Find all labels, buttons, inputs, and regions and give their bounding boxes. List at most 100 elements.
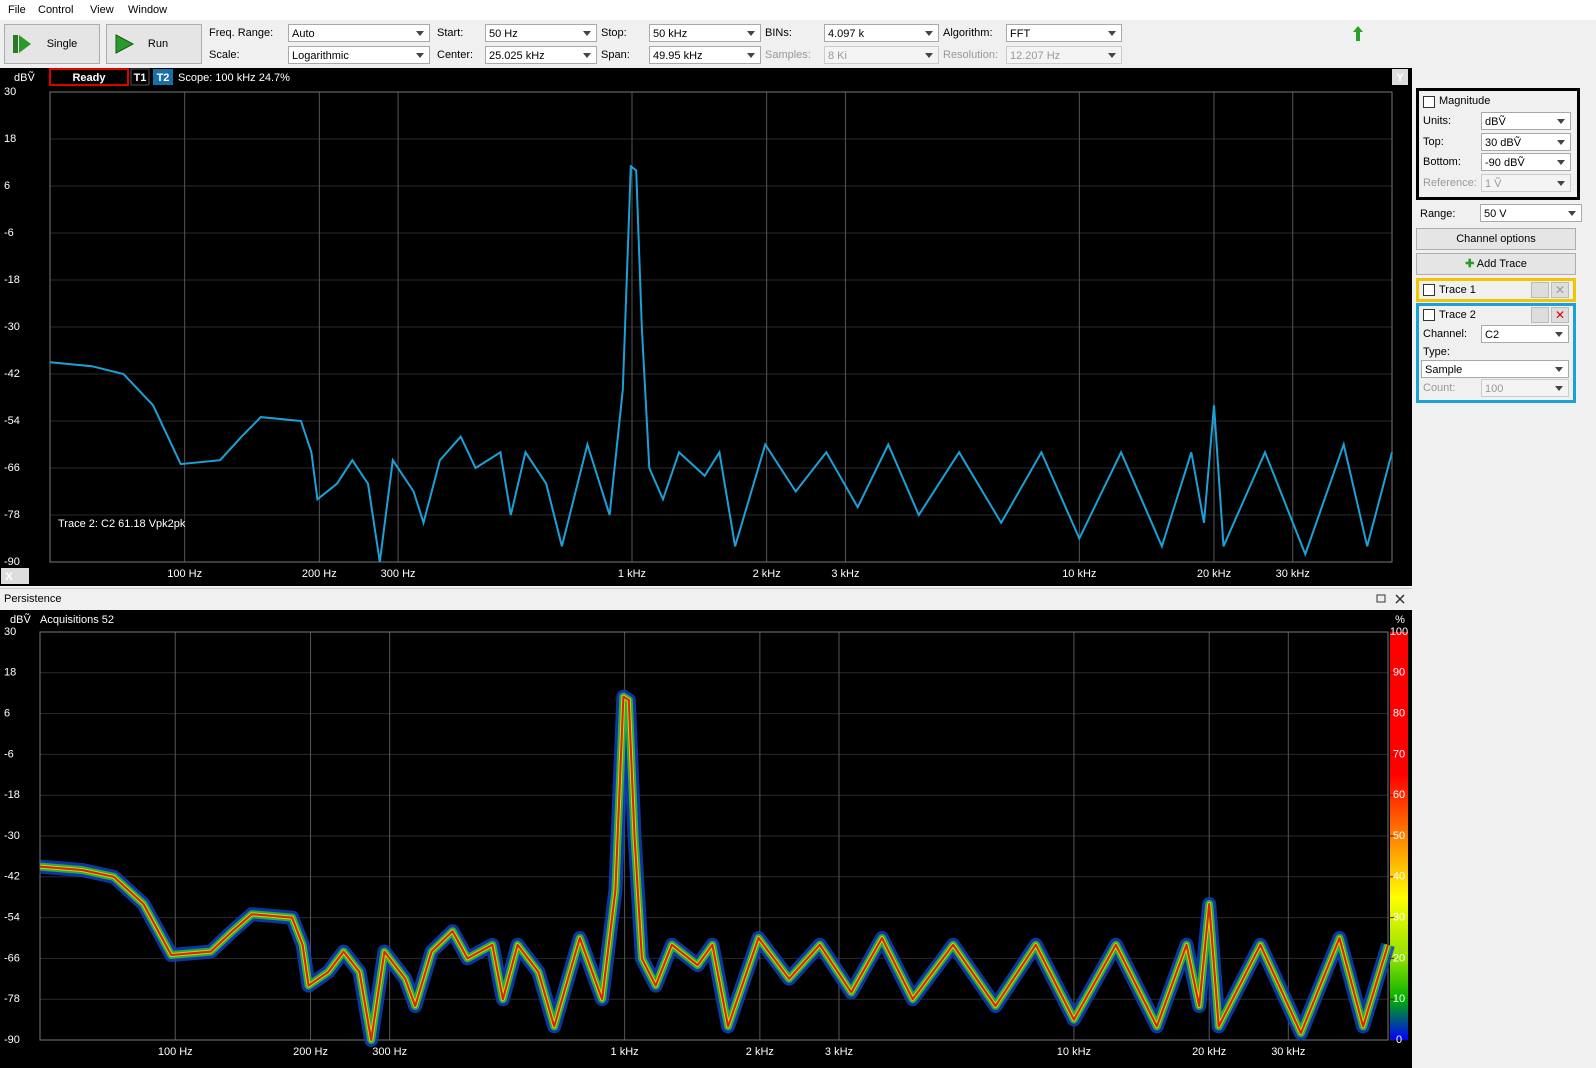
menu-item[interactable]: File [8, 4, 26, 16]
x-tick-label: 3 kHz [825, 1046, 853, 1058]
y-tick-label: -18 [4, 789, 20, 801]
y-tick-label: 30 [4, 86, 16, 98]
field-dropdown[interactable]: 4.097 k [824, 24, 939, 42]
count-dropdown[interactable]: 100 [1481, 379, 1569, 397]
trace2-checkbox[interactable] [1423, 309, 1435, 321]
persistence-panel: dBṼ Acquisitions 52 %100908070605040302010… [0, 610, 1412, 1068]
trace1-label: Trace 1 [1439, 284, 1476, 296]
single-icon [13, 35, 31, 53]
trace1-remove[interactable]: ✕ [1551, 282, 1569, 298]
run-button[interactable]: Run [106, 24, 202, 64]
colorbar [1390, 632, 1408, 1040]
channel-options-button[interactable]: Channel options [1416, 228, 1576, 250]
persistence-title: Persistence [4, 593, 62, 605]
t1-box [130, 68, 150, 86]
y-tick-label: -90 [4, 1034, 20, 1046]
single-label: Single [46, 38, 78, 50]
y-tick-label: -30 [4, 321, 20, 333]
field-dropdown[interactable]: Auto [288, 24, 430, 42]
y-tick-label: 6 [4, 180, 10, 192]
trace1-settings[interactable] [1531, 282, 1549, 298]
x-tick-label: 30 kHz [1276, 568, 1310, 580]
field-dropdown[interactable]: 25.025 kHz [485, 46, 597, 64]
trace2-remove[interactable]: ✕ [1551, 307, 1569, 323]
field-label: BINs: [765, 27, 792, 39]
colorbar-tick-label: 90 [1393, 667, 1405, 679]
status-box [49, 68, 129, 86]
trace2-label: Trace 2 [1439, 309, 1476, 321]
y-tick-label: -66 [4, 952, 20, 964]
colorbar-tick-label: 100 [1390, 626, 1408, 638]
t1-text: T1 [134, 72, 147, 84]
count-label: Count: [1423, 382, 1456, 394]
x-tick-label: 10 kHz [1062, 568, 1096, 580]
channel-options-label: Channel options [1456, 233, 1536, 245]
trace2-settings[interactable] [1531, 307, 1549, 323]
x-tick-label: 20 kHz [1197, 568, 1231, 580]
menu-item[interactable]: View [90, 4, 114, 16]
y-axis-unit: dBṼ [10, 613, 31, 626]
y-tick-label: -30 [4, 830, 20, 842]
field-dropdown[interactable]: 50 Hz [485, 24, 597, 42]
x-tick-label: 100 Hz [158, 1046, 193, 1058]
plot-frame [49, 91, 1393, 563]
run-icon [115, 34, 135, 54]
colorbar-tick-label: 10 [1393, 993, 1405, 1005]
colorbar-tick-label: 50 [1393, 830, 1405, 842]
x-tick-label: 2 kHz [746, 1046, 774, 1058]
x-button [1, 568, 29, 584]
menu-item[interactable]: Window [128, 4, 168, 16]
field-label: Start: [437, 27, 464, 39]
x-tick-label: 1 kHz [611, 1046, 639, 1058]
persistence-trace [39, 695, 1389, 1041]
y-tick-label: -78 [4, 509, 20, 521]
colorbar-tick-label: 70 [1393, 748, 1405, 760]
field-dropdown[interactable]: 49.95 kHz [649, 46, 761, 64]
field-dropdown[interactable]: FFT [1006, 24, 1122, 42]
type-dropdown[interactable]: Sample [1421, 360, 1569, 378]
add-trace-button[interactable]: ✚ Add Trace [1416, 253, 1576, 275]
plot-frame [39, 631, 1389, 1041]
window-buttons[interactable] [1376, 592, 1406, 606]
magnitude-checkbox[interactable] [1423, 96, 1435, 108]
x-tick-label: 1 kHz [618, 568, 646, 580]
single-button[interactable]: Single [4, 24, 100, 64]
y-tick-label: -78 [4, 993, 20, 1005]
x-tick-label: 2 kHz [753, 568, 781, 580]
green-arrow-icon [1353, 26, 1363, 41]
field-dropdown[interactable]: 12.207 Hz [1006, 46, 1122, 64]
channel-dropdown[interactable]: C2 [1481, 325, 1569, 343]
x-tick-label: 30 kHz [1271, 1046, 1305, 1058]
field-dropdown[interactable]: Logarithmic [288, 46, 430, 64]
add-trace-label: Add Trace [1476, 258, 1527, 270]
range-dropdown[interactable]: 50 V [1480, 204, 1582, 222]
field-dropdown[interactable]: 8 Ki [824, 46, 939, 64]
acquisitions-text: Acquisitions 52 [40, 614, 114, 626]
colorbar-tick-label: 30 [1393, 912, 1405, 924]
trace1-checkbox[interactable] [1423, 284, 1435, 296]
x-tick-label: 3 kHz [831, 568, 859, 580]
y-axis-unit: dBṼ [14, 71, 35, 84]
y-tick-label: 18 [4, 667, 16, 679]
trace1-group: Trace 1 ✕ [1416, 278, 1576, 302]
scope-text: Scope: 100 kHz 24.7% [178, 72, 290, 84]
field-label: Algorithm: [943, 27, 993, 39]
field-dropdown[interactable]: 50 kHz [649, 24, 761, 42]
field-label: Scale: [209, 49, 240, 61]
top-dropdown[interactable]: 30 dBṼ [1481, 133, 1571, 151]
y-tick-label: -54 [4, 912, 20, 924]
bottom-dropdown[interactable]: -90 dBṼ [1481, 153, 1571, 171]
colorbar-tick-label: 60 [1393, 789, 1405, 801]
field-label: Center: [437, 49, 474, 61]
x-tick-label: 10 kHz [1057, 1046, 1091, 1058]
magnitude-group: Magnitude Units: dBṼ Top: 30 dBṼ Bottom:… [1416, 88, 1580, 200]
reference-dropdown[interactable]: 1 Ṽ [1481, 174, 1571, 192]
y-button [1392, 69, 1408, 85]
menu-item[interactable]: Control [38, 4, 74, 16]
colorbar-tick-label: 80 [1393, 708, 1405, 720]
status-text: Ready [72, 72, 106, 84]
spectrum-panel: dBṼ Ready T1 T2 Scope: 100 kHz 24.7% Y X 30 18 6 -… [0, 68, 1412, 586]
units-dropdown[interactable]: dBṼ [1481, 112, 1571, 130]
x-tick-label: 20 kHz [1192, 1046, 1226, 1058]
